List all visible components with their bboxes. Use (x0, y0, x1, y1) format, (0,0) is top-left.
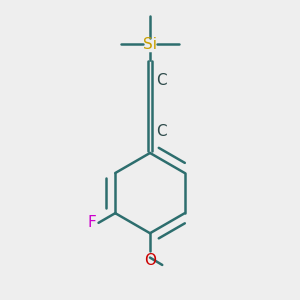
Text: F: F (87, 215, 96, 230)
Text: C: C (156, 73, 166, 88)
Text: O: O (144, 253, 156, 268)
Text: C: C (156, 124, 166, 139)
Text: Si: Si (143, 37, 157, 52)
